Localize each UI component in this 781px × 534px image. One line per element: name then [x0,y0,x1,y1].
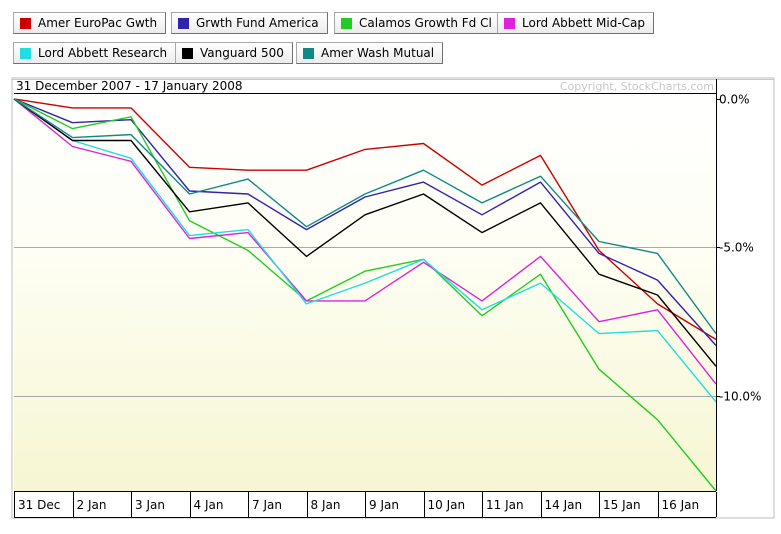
series-line [13,98,717,346]
legend-item[interactable]: Calamos Growth Fd Cl [334,12,501,34]
series-line [13,98,717,335]
series-line [13,98,717,341]
legend-swatch [20,17,31,29]
x-tick-label: 8 Jan [311,498,341,512]
legend-label: Calamos Growth Fd Cl [359,16,492,30]
x-tick-label: 10 Jan [428,498,466,512]
legend-item[interactable]: Vanguard 500 [175,42,293,64]
legend-swatch [303,47,314,59]
x-tick-label: 2 Jan [77,498,107,512]
x-tick-label: 4 Jan [194,498,224,512]
legend-swatch [182,47,193,59]
legend-label: Lord Abbett Mid-Cap [522,16,646,30]
x-tick-label: 15 Jan [603,498,641,512]
x-tick-label: 16 Jan [662,498,700,512]
legend-label: Lord Abbett Research [38,46,168,60]
x-tick-label: 3 Jan [135,498,165,512]
legend-swatch [20,47,31,59]
legend-swatch [341,17,352,29]
legend-label: Vanguard 500 [200,46,284,60]
series-line [13,98,717,403]
series-line [13,98,717,385]
y-tick-label: -5.0% [719,241,754,255]
x-tick-label: 11 Jan [486,498,524,512]
legend-label: Amer EuroPac Gwth [38,16,158,30]
x-tick-label: 31 Dec [18,498,60,512]
legend-item[interactable]: Lord Abbett Research [13,42,177,64]
y-tick-label: -10.0% [719,390,761,404]
watermark-text: Copyright, StockCharts.com [560,80,714,93]
x-tick-label: 7 Jan [252,498,282,512]
legend-item[interactable]: Amer Wash Mutual [296,42,444,64]
legend-item[interactable]: Amer EuroPac Gwth [13,12,167,34]
legend-label: Amer Wash Mutual [321,46,435,60]
plot-area [14,93,716,491]
series-line [13,98,717,492]
legend-item[interactable]: Grwth Fund America [171,12,328,34]
legend-swatch [178,17,189,29]
chart-title: 31 December 2007 - 17 January 2008 [16,79,243,93]
legend-item[interactable]: Lord Abbett Mid-Cap [497,12,655,34]
series-line [13,98,717,367]
x-tick-label: 9 Jan [369,498,399,512]
legend-swatch [504,17,515,29]
y-tick-label: 0.0% [719,93,750,107]
legend-label: Grwth Fund America [196,16,319,30]
x-tick-label: 14 Jan [545,498,583,512]
chart-legend: Amer EuroPac Gwth Grwth Fund America Calam… [0,0,781,70]
